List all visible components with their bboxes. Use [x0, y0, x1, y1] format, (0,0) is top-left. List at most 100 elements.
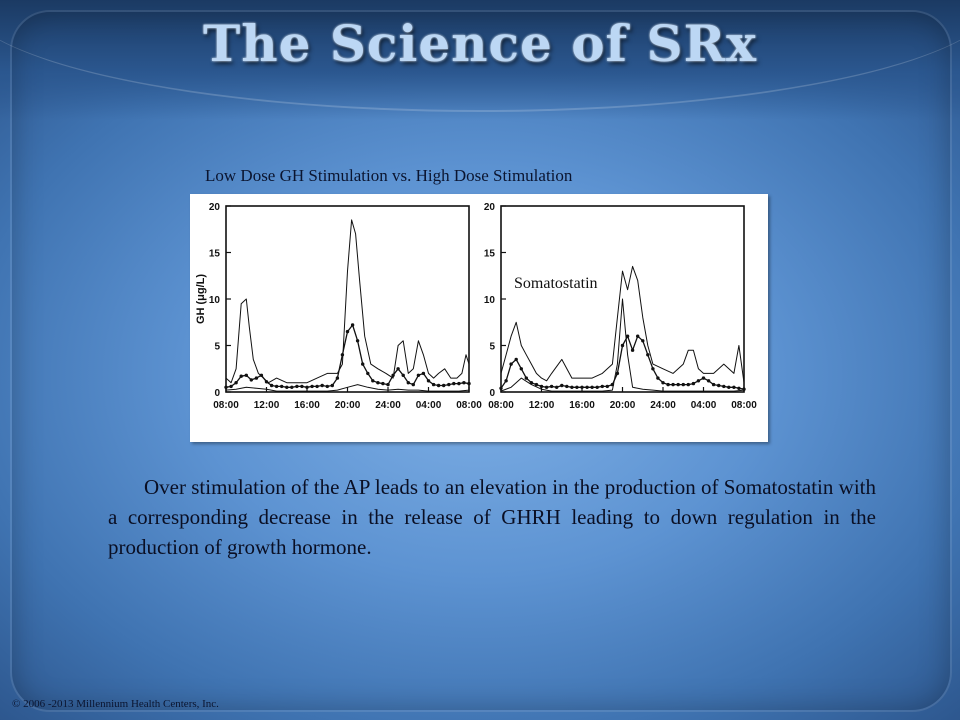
panel-2-mean-point-29 [646, 353, 650, 357]
panel-2-mean-point-11 [555, 385, 559, 389]
panel-2-mean-point-46 [732, 385, 736, 389]
panel-1-mean-point-3 [239, 374, 243, 378]
panel-1-mean-point-20 [325, 384, 329, 389]
panel-2-mean-point-16 [580, 385, 584, 389]
panel-2-mean-point-3 [514, 357, 518, 362]
panel-2-mean-point-10 [549, 384, 554, 389]
panel-2-mean-point-19 [595, 385, 599, 389]
panel-1-ytick-label-0: 0 [214, 388, 220, 399]
panel-1-mean-point-46 [457, 381, 461, 386]
panel-1-mean-point-7 [259, 373, 264, 377]
panel-1-mean-point-38 [416, 373, 421, 377]
panel-1-xtick-label-1: 12:00 [254, 400, 280, 411]
panel-2-ytick-label-2: 10 [484, 295, 496, 306]
panel-2-xtick-label-0: 08:00 [488, 400, 514, 411]
panel-2-mean-point-28 [641, 339, 645, 343]
panel-1-mean-point-28 [366, 371, 370, 376]
panel-1-ytick-label-3: 15 [209, 249, 221, 260]
slide-title: The Science of SRx [203, 14, 757, 73]
panel-1-xtick-label-6: 08:00 [456, 400, 482, 411]
panel-1-mean-point-37 [411, 382, 415, 387]
panel-2-mean-point-14 [570, 385, 574, 389]
panel-1-mean-point-42 [436, 383, 441, 388]
panel-1-mean-point-35 [401, 373, 405, 377]
panel-1-mean-point-2 [234, 381, 238, 385]
panel-1-mean-point-9 [269, 383, 274, 388]
body-paragraph: Over stimulation of the AP leads to an e… [108, 475, 876, 559]
panel-1-mean-point-5 [249, 378, 253, 382]
panel-2-mean-point-44 [722, 384, 726, 389]
panel-1-xtick-label-5: 04:00 [416, 400, 442, 411]
panel-2-mean-point-8 [539, 384, 544, 389]
panel-2-xtick-label-2: 16:00 [569, 400, 595, 411]
panel-2-mean-point-39 [696, 379, 701, 383]
panel-2-mean-point-17 [585, 385, 589, 389]
panel-2-mean-point-43 [717, 383, 721, 388]
panel-1-xtick-label-0: 08:00 [213, 400, 239, 411]
panel-2-mean-point-18 [590, 385, 594, 389]
panel-2-mean-point-34 [671, 382, 675, 387]
panel-2-mean-point-38 [691, 381, 696, 386]
panel-2-mean-point-21 [605, 384, 609, 389]
panel-1-ylabel: GH (μg/L) [195, 274, 207, 324]
panel-2-mean-point-24 [620, 343, 625, 348]
panel-2-xtick-label-1: 12:00 [529, 400, 555, 411]
panel-1-mean-point-13 [290, 385, 294, 389]
panel-1-mean-point-45 [452, 381, 456, 386]
panel-2-mean-point-32 [661, 381, 665, 385]
panel-2-mean-point-20 [600, 384, 604, 389]
panel-1-mean-point-10 [274, 384, 279, 389]
gh-charts: 0 5 10 15 20 08:00 12:00 16:00 20:00 24:00 04:00 08… [195, 202, 757, 411]
panel-2-mean-point-5 [524, 376, 528, 380]
chart-heading: Low Dose GH Stimulation vs. High Dose St… [205, 166, 573, 185]
panel-1-series-mean-dots-line [225, 324, 470, 388]
panel-2-ytick-label-0: 0 [489, 388, 495, 399]
panel-2-xtick-label-6: 08:00 [731, 400, 757, 411]
panel-1-mean-point-18 [315, 384, 319, 389]
panel-2-mean-point-0 [499, 386, 503, 390]
header-curve [0, 0, 960, 112]
panel-2-mean-point-25 [625, 334, 630, 338]
panel-1-mean-point-36 [406, 381, 410, 385]
panel-2-mean-point-12 [560, 383, 564, 388]
panel-2-ytick-label-4: 20 [484, 202, 496, 213]
panel-1-mean-point-30 [376, 381, 380, 385]
panel-1-frame [225, 205, 470, 393]
panel-1-mean-point-47 [462, 381, 466, 385]
panel-1-mean-point-22 [335, 376, 340, 380]
panel-1-mean-point-43 [442, 383, 446, 388]
panel-2-mean-point-9 [544, 385, 549, 389]
panel-1-mean-point-24 [345, 329, 350, 334]
panel-1-mean-point-48 [467, 381, 471, 386]
panel-2-mean-point-30 [651, 367, 655, 371]
panel-1-mean-point-33 [391, 373, 395, 377]
panel-1-mean-point-34 [396, 367, 400, 371]
panel-1-mean-point-19 [320, 383, 324, 388]
panel-1-mean-point-41 [431, 382, 436, 387]
panel-1-mean-point-21 [330, 383, 334, 388]
panel-1-mean-point-4 [244, 373, 248, 377]
panel-2-mean-point-31 [656, 376, 660, 380]
panel-2-mean-point-45 [727, 385, 731, 389]
panel-1-mean-point-40 [426, 379, 431, 383]
panel-1-xtick-label-4: 24:00 [375, 400, 401, 411]
panel-2-ytick-label-1: 5 [489, 342, 495, 353]
panel-1-xtick-label-3: 20:00 [335, 400, 361, 411]
panel-2-series-upper-line [500, 265, 745, 383]
panel-1-mean-point-11 [280, 384, 284, 389]
panel-2-mean-point-42 [711, 382, 716, 387]
panel-1-mean-point-1 [229, 384, 233, 389]
panel-1-mean-point-29 [371, 379, 375, 383]
somatostatin-label: Somatostatin [514, 275, 598, 292]
panel-1-mean-point-12 [285, 385, 289, 389]
panel-1-mean-point-27 [361, 362, 365, 366]
panel-2-mean-point-13 [565, 384, 569, 389]
panel-1-mean-point-15 [300, 384, 304, 389]
chart-figure: 0 5 10 15 20 08:00 12:00 16:00 20:00 24:00 04:00 08… [190, 194, 768, 442]
panel-2-mean-point-37 [686, 382, 690, 387]
panel-1-mean-point-25 [350, 323, 355, 327]
panel-1-mean-point-16 [305, 385, 309, 389]
panel-1-mean-point-39 [421, 371, 426, 376]
panel-1-xtick-label-2: 16:00 [294, 400, 320, 411]
panel-2-mean-point-23 [615, 371, 620, 376]
